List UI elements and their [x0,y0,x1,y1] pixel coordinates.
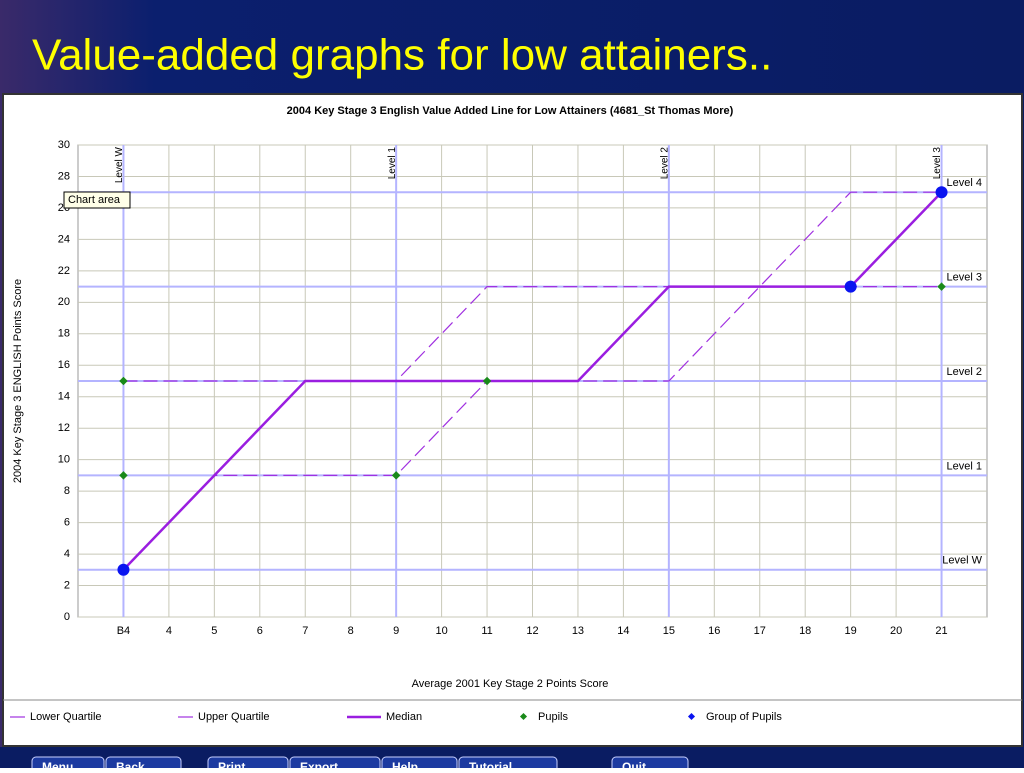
legend-label: Median [386,711,422,723]
x-tick-label: 8 [348,625,354,637]
y-tick-label: 22 [58,265,70,277]
toolbar-button-label[interactable]: Export [300,760,338,773]
y-tick-label: 18 [58,328,70,340]
chart-title: 2004 Key Stage 3 English Value Added Lin… [287,105,734,117]
x-tick-label: 18 [799,625,811,637]
group-point [935,186,948,199]
x-tick-label: 13 [572,625,584,637]
y-tick-label: 14 [58,391,70,403]
pupil-point [119,376,128,386]
x-tick-label: 9 [393,625,399,637]
reference-label: Level 3 [932,147,943,180]
x-tick-label: 16 [708,625,720,637]
y-tick-label: 30 [58,139,70,151]
y-tick-label: 8 [64,485,70,497]
reference-label: Level 1 [387,147,398,180]
x-tick-label: 6 [257,625,263,637]
series-line [122,191,943,571]
toolbar-button-label[interactable]: Print [218,760,245,773]
x-tick-label: 4 [166,625,172,637]
reference-label: Level 4 [947,177,982,189]
toolbar-button-label[interactable]: Help [392,760,418,773]
slide-title: Value-added graphs for low attainers.. [32,31,772,80]
x-tick-label: 5 [211,625,217,637]
y-tick-label: 6 [64,517,70,529]
x-tick-label: 12 [526,625,538,637]
x-tick-label: 11 [481,625,492,637]
legend-label: Group of Pupils [706,711,782,723]
y-tick-label: 20 [58,296,70,308]
group-point [844,280,857,293]
y-tick-label: 28 [58,170,70,182]
toolbar-button-label[interactable]: Menu [42,760,73,773]
reference-label: Level 3 [947,272,982,284]
y-tick-label: 16 [58,359,70,371]
y-axis-label: 2004 Key Stage 3 ENGLISH Points Score [12,279,24,483]
annotation-box [63,191,131,209]
y-tick-label: 24 [58,233,70,245]
x-tick-label: 10 [435,625,447,637]
legend-key [519,712,528,721]
pupil-point [391,471,401,480]
y-tick-label: 4 [64,548,70,560]
reference-label: Level 2 [947,366,982,378]
legend-label: Lower Quartile [30,711,102,723]
group-point [117,563,130,576]
legend-label: Pupils [538,711,568,723]
x-tick-label: 15 [663,625,675,637]
reference-label: Level W [114,146,125,183]
annotation: Chart area [68,194,121,206]
toolbar-button-label[interactable]: Quit [622,760,646,773]
x-tick-label: 14 [617,625,629,637]
y-tick-label: 0 [64,611,70,623]
y-tick-label: 2 [64,579,70,591]
toolbar-button-label[interactable]: Tutorial [469,760,512,773]
x-tick-label: 19 [845,625,857,637]
x-tick-label: 7 [302,625,308,637]
reference-label: Level 1 [947,460,982,472]
reference-label: Level 2 [659,147,670,180]
legend-key [687,712,696,721]
x-tick-label: 21 [935,625,947,637]
y-tick-label: 10 [58,454,70,466]
x-tick-label: 17 [754,625,766,637]
toolbar-button-label[interactable]: Back [116,760,145,773]
x-axis-label: Average 2001 Key Stage 2 Points Score [412,678,609,690]
x-tick-label: 20 [890,625,902,637]
y-tick-label: 12 [58,422,70,434]
legend-label: Upper Quartile [198,711,270,723]
pupil-point [937,282,946,291]
pupil-point [482,376,492,386]
reference-label: Level W [942,555,982,567]
pupil-point [119,471,128,480]
x-tick-label: B4 [117,625,130,637]
